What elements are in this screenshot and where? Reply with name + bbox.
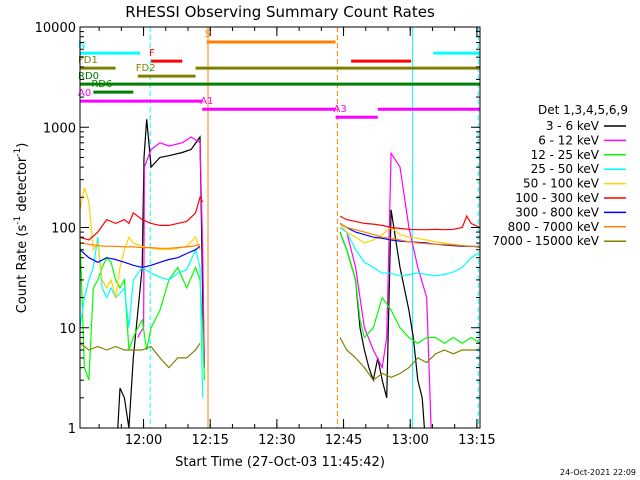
footer-date: 24-Oct-2021 22:09 [560,468,636,477]
x-tick-label-12-00: 12:00 [125,433,162,448]
legend-label-6-12-kev: 6 - 12 keV [538,133,600,147]
y-tick-label-10000: 10000 [35,21,76,36]
legend-label-25-50-kev: 25 - 50 keV [531,162,600,176]
y-axis-label: Count Rate (s-1 detector-1) [13,143,30,314]
series-100-300-kev [80,195,480,241]
legend-label-50-100-kev: 50 - 100 keV [523,177,600,191]
state-label-f: F [149,48,155,59]
y-tick-label-10: 10 [59,322,76,337]
chart-title: RHESSI Observing Summary Count Rates [125,3,435,21]
legend-label-800-7000-kev: 800 - 7000 keV [508,220,600,234]
x-tick-label-12-45: 12:45 [325,433,362,448]
state-label-n: N [78,40,85,51]
series-3-6-kev [117,119,425,428]
legend-title: Det 1,3,4,5,6,9 [538,103,628,117]
series-25-50-kev [80,227,479,398]
plot-frame [79,26,481,429]
state-label-a1: A1 [200,96,213,107]
state-label-a3: A3 [334,104,347,115]
x-axis-label: Start Time (27-Oct-03 11:45:42) [175,455,385,470]
state-label-a0: A0 [78,88,91,99]
legend-label-300-800-kev: 300 - 800 keV [515,205,599,219]
legend-label-100-300-kev: 100 - 300 keV [515,191,599,205]
legend-label-3-6-kev: 3 - 6 keV [546,119,600,133]
state-label-rd6: RD6 [91,79,112,90]
state-label-s: S [205,29,211,40]
x-tick-label-13-00: 13:00 [391,433,428,448]
legend-label-7000-15000-kev: 7000 - 15000 keV [492,234,599,248]
y-tick-label-1000: 1000 [43,121,76,136]
state-label-fd2: FD2 [136,63,156,74]
x-tick-label-12-15: 12:15 [191,433,228,448]
y-tick-label-1: 1 [68,422,76,437]
legend-label-12-25-kev: 12 - 25 keV [531,148,600,162]
x-tick-label-12-30: 12:30 [258,433,295,448]
state-label-rd0: RD0 [78,71,99,82]
axes-layer: 12:00 12:15 12:30 12:45 13:00 13:15 1 10 100 1000… [35,21,496,448]
x-tick-label-13-15: 13:15 [458,433,495,448]
state-label-fd1: FD1 [78,55,98,66]
chart-series-layer [79,27,480,428]
series-12-25-kev [80,231,480,381]
series-7000-15000-kev [80,337,480,382]
series-800-7000-kev [80,222,480,249]
y-tick-label-100: 100 [51,222,76,237]
